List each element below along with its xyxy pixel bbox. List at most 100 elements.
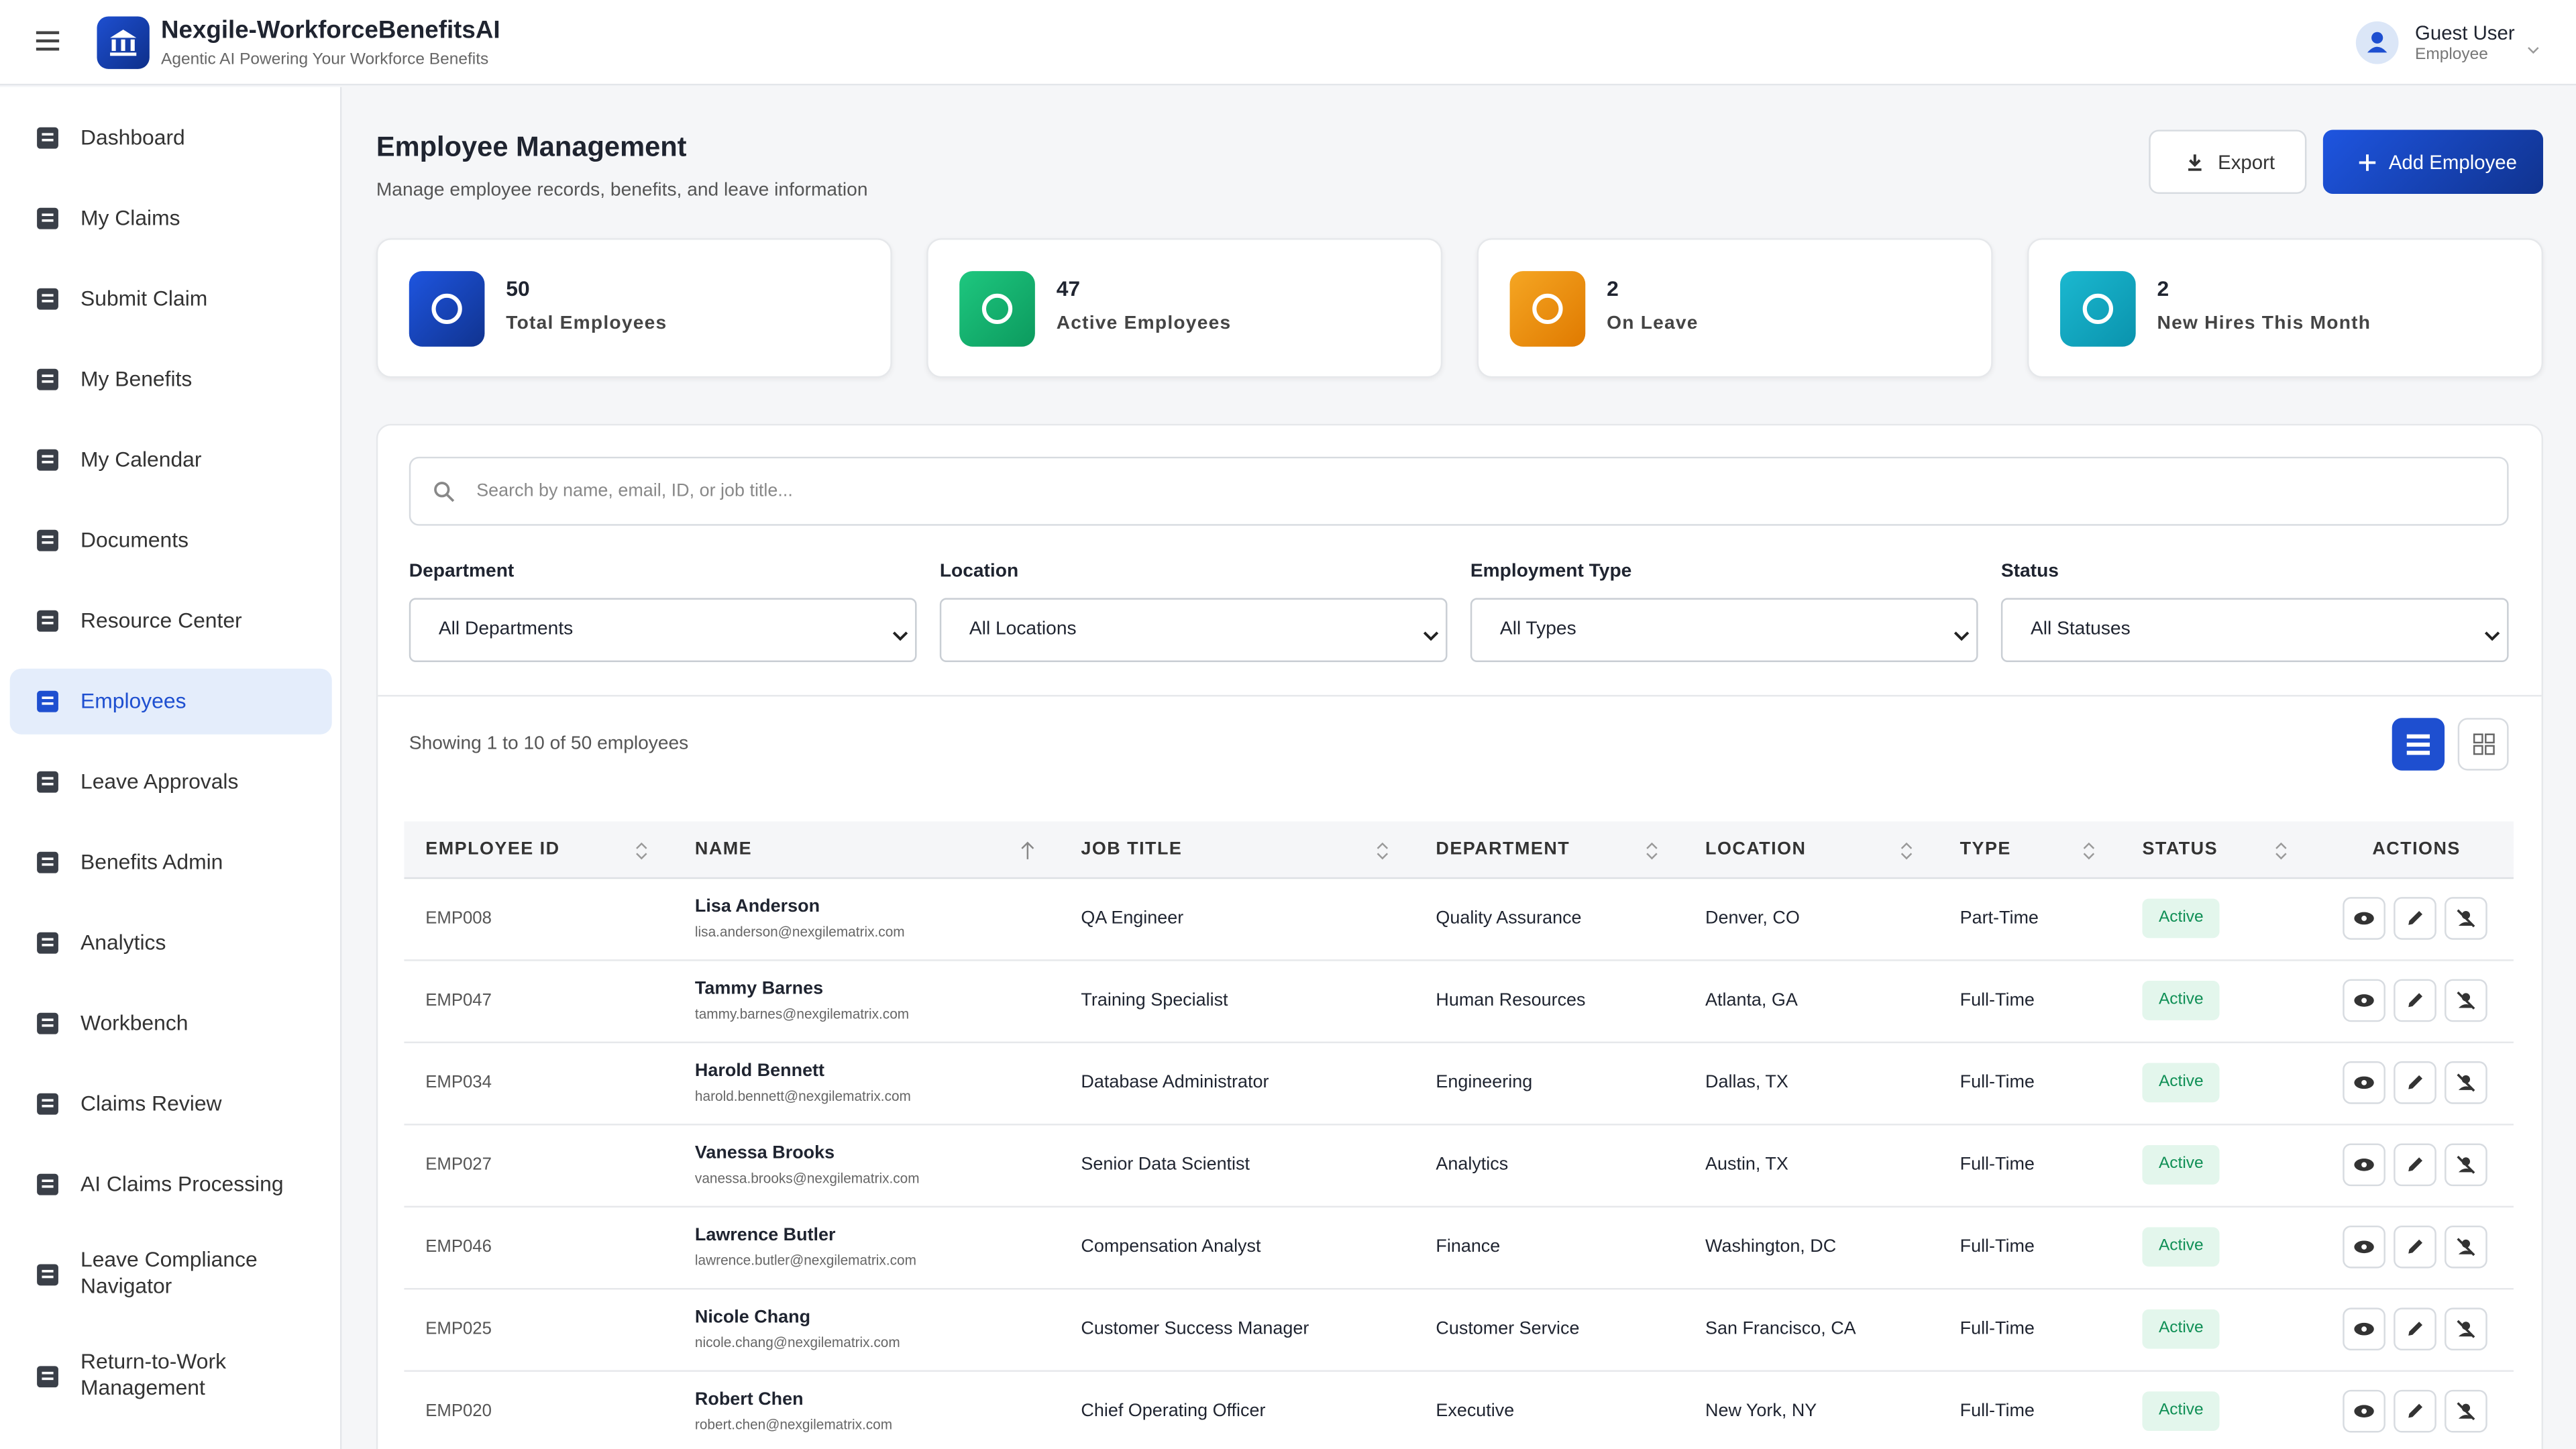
sort-icon[interactable] <box>2273 839 2288 860</box>
nav-icon <box>34 205 60 231</box>
summary: Showing 1 to 10 of 50 employees <box>409 734 689 755</box>
column-header[interactable]: TYPE <box>1960 839 2011 859</box>
sort-icon[interactable] <box>1644 839 1659 860</box>
search-input[interactable] <box>409 456 2509 526</box>
edit-button[interactable] <box>2394 1061 2436 1104</box>
select-caret <box>892 623 908 641</box>
grid-view-button[interactable] <box>2457 718 2509 771</box>
export-button[interactable] <box>2149 129 2307 194</box>
nav-item[interactable]: AI Claims Processing <box>80 1171 284 1196</box>
deactivate-button[interactable] <box>2445 1061 2487 1104</box>
edit-button[interactable] <box>2394 1307 2436 1351</box>
add-label[interactable]: Add Employee <box>2388 151 2517 174</box>
stat-value: 50 <box>506 276 530 301</box>
column-header[interactable]: STATUS <box>2142 839 2218 859</box>
select-caret <box>1423 623 1439 641</box>
view-button[interactable] <box>2343 1307 2385 1351</box>
department: Quality Assurance <box>1436 908 1582 928</box>
job-title: Compensation Analyst <box>1081 1237 1261 1257</box>
status-badge <box>2142 898 2220 938</box>
deactivate-button[interactable] <box>2445 1143 2487 1187</box>
view-button[interactable] <box>2343 1225 2385 1269</box>
stat-icon <box>2060 271 2136 347</box>
filter-select[interactable] <box>1470 598 1978 662</box>
deactivate-button[interactable] <box>2445 1307 2487 1351</box>
deactivate-button[interactable] <box>2445 1225 2487 1269</box>
avatar[interactable] <box>2355 21 2399 64</box>
search-placeholder: Search by name, email, ID, or job title.… <box>476 481 793 501</box>
nav-icon <box>34 1171 60 1197</box>
view-button[interactable] <box>2343 1389 2385 1433</box>
employee-email: tammy.barnes@nexgilematrix.com <box>694 1005 910 1022</box>
edit-button[interactable] <box>2394 1143 2436 1187</box>
nav-active-bg[interactable] <box>9 668 332 735</box>
job-title: Training Specialist <box>1081 990 1228 1011</box>
edit-button[interactable] <box>2394 1225 2436 1269</box>
deactivate-button[interactable] <box>2445 897 2487 940</box>
menu-button[interactable] <box>33 26 66 59</box>
sort-icon[interactable] <box>634 839 649 860</box>
stat-label: New Hires This Month <box>2157 313 2371 334</box>
filter-label: Status <box>2000 561 2059 582</box>
nav-item[interactable]: Submit Claim <box>80 286 208 311</box>
filter-select[interactable] <box>939 598 1448 662</box>
stat-value: 2 <box>1607 276 1619 301</box>
sort-icon[interactable] <box>1375 839 1390 860</box>
nav-item[interactable]: Claims Review <box>80 1091 222 1116</box>
export-label[interactable]: Export <box>2218 151 2275 174</box>
user-menu-caret[interactable] <box>2527 36 2540 54</box>
nav-item[interactable]: My Calendar <box>80 447 202 472</box>
stat-label: Active Employees <box>1056 313 1232 334</box>
nav-item[interactable]: Documents <box>80 527 189 552</box>
sort-icon[interactable] <box>1020 839 1035 859</box>
sort-icon[interactable] <box>1899 839 1914 860</box>
stat-label: Total Employees <box>506 313 667 334</box>
row-divider <box>404 1205 2514 1208</box>
list-view-button[interactable] <box>2392 718 2445 771</box>
edit-button[interactable] <box>2394 979 2436 1022</box>
column-header[interactable]: LOCATION <box>1705 839 1807 859</box>
nav-item[interactable]: My Claims <box>80 205 180 230</box>
sort-icon[interactable] <box>2082 839 2096 860</box>
employee-id: EMP034 <box>425 1073 492 1093</box>
column-header[interactable]: DEPARTMENT <box>1436 839 1570 859</box>
department: Customer Service <box>1436 1319 1580 1339</box>
stat-icon <box>959 271 1035 347</box>
stat-icon <box>1509 271 1586 347</box>
nav-item[interactable]: Employees <box>80 688 186 713</box>
view-button[interactable] <box>2343 1061 2385 1104</box>
nav-item[interactable]: Leave Approvals <box>80 769 239 794</box>
status-text: Active <box>2158 1155 2204 1173</box>
filter-select[interactable] <box>409 598 917 662</box>
deactivate-button[interactable] <box>2445 979 2487 1022</box>
filter-select[interactable] <box>2000 598 2509 662</box>
column-header[interactable]: EMPLOYEE ID <box>425 839 560 859</box>
edit-button[interactable] <box>2394 1389 2436 1433</box>
status-text: Active <box>2158 908 2204 927</box>
row-divider <box>404 959 2514 961</box>
deactivate-button[interactable] <box>2445 1389 2487 1433</box>
nav-item[interactable]: Workbench <box>80 1010 189 1035</box>
employee-name: Tammy Barnes <box>694 979 824 999</box>
nav-item[interactable]: My Benefits <box>80 366 193 391</box>
nav-item[interactable]: Return-to-Work Management <box>80 1348 227 1400</box>
view-button[interactable] <box>2343 1143 2385 1187</box>
nav-item[interactable]: Resource Center <box>80 608 242 633</box>
page-title: Employee Management <box>376 131 687 163</box>
type: Full-Time <box>1960 1237 2035 1257</box>
tagline: Agentic AI Powering Your Workforce Benef… <box>161 50 489 69</box>
row-divider <box>404 1041 2514 1044</box>
column-header[interactable]: NAME <box>694 839 753 859</box>
nav-item[interactable]: Leave Compliance Navigator <box>80 1246 258 1298</box>
edit-button[interactable] <box>2394 897 2436 940</box>
view-button[interactable] <box>2343 897 2385 940</box>
nav-item[interactable]: Dashboard <box>80 125 185 150</box>
nav-icon <box>34 1091 60 1117</box>
view-button[interactable] <box>2343 979 2385 1022</box>
nav-item[interactable]: Analytics <box>80 930 166 955</box>
nav-icon <box>34 1364 60 1390</box>
location: Washington, DC <box>1705 1237 1837 1257</box>
nav-item[interactable]: Benefits Admin <box>80 849 223 874</box>
column-header[interactable]: JOB TITLE <box>1081 839 1183 859</box>
type: Full-Time <box>1960 1401 2035 1421</box>
